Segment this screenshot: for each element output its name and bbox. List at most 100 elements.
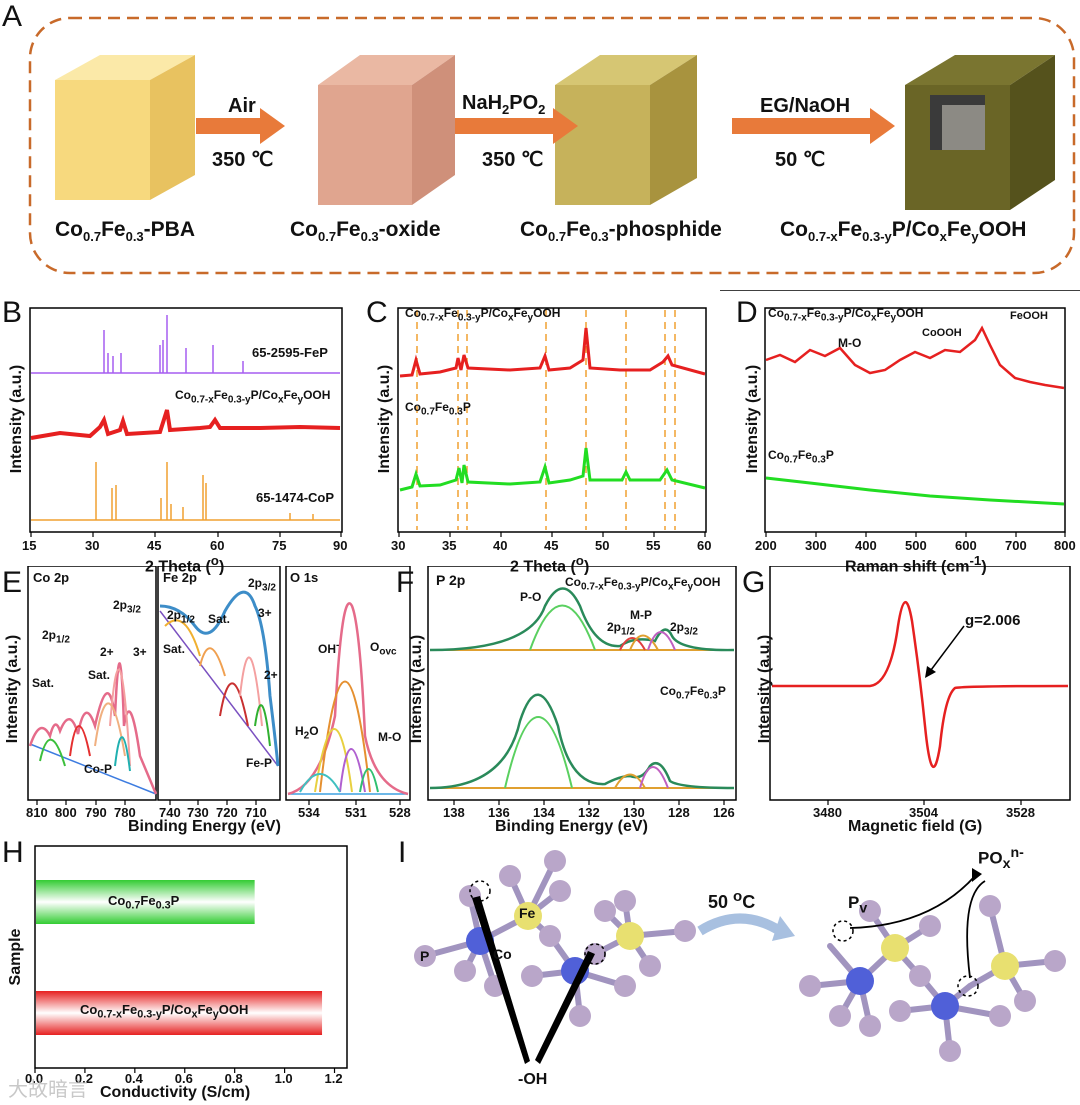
- caption-pba: Co0.7Fe0.3-PBA: [55, 218, 196, 245]
- d-xlabel: Raman shift (cm-1): [845, 553, 987, 576]
- h-tick: 0.8: [224, 1071, 243, 1086]
- f-ticks: 138 136 134 132 130 128 126: [0, 805, 1080, 823]
- arrow-2-top: NaH2PO2: [462, 92, 546, 117]
- panel-label-f: F: [396, 566, 415, 599]
- b-trace-sample: Co0.7-xFe0.3-yP/CoxFeyOOH: [175, 388, 331, 406]
- arrow-3-top: EG/NaOH: [760, 95, 851, 117]
- i-label-pox: POxn-: [978, 845, 1024, 873]
- e-tick: 810: [26, 805, 48, 820]
- e-co-2p12: 2p1/2: [42, 628, 70, 646]
- f-title: P 2p: [436, 572, 466, 588]
- h-tick: 0.4: [124, 1071, 143, 1086]
- caption-core-shell: Co0.7-xFe0.3-yP/CoxFeyOOH: [780, 218, 1027, 245]
- f-xlabel: Binding Energy (eV): [495, 818, 648, 835]
- arrow-3: [732, 108, 895, 144]
- b-trace-fep: 65-2595-FeP: [252, 345, 328, 360]
- f-annot-mp: M-P: [630, 608, 652, 622]
- h-bar-label-ref: Co0.7Fe0.3P: [108, 893, 180, 912]
- d-tick: 600: [955, 538, 977, 553]
- b-tick: 30: [85, 538, 100, 553]
- g-tick: 3528: [1006, 805, 1035, 820]
- panel-e-xps: [27, 566, 411, 805]
- d-tick: 400: [855, 538, 877, 553]
- c-xlabel: 2 Theta (o): [510, 553, 590, 576]
- g-ylabel: Intensity (a.u.): [756, 634, 773, 744]
- e-tick: 531: [345, 805, 367, 820]
- e-ticks: 810 800 790 780 740 730 720 710 534 531 …: [0, 805, 420, 823]
- f-annot-2p12: 2p1/2: [607, 620, 635, 638]
- d-tick: 500: [905, 538, 927, 553]
- d-annot-mo: M-O: [838, 336, 862, 350]
- e-o-ovc: Oovc: [370, 640, 397, 658]
- e-co-3plus: 3+: [133, 645, 147, 659]
- b-tick: 90: [333, 538, 348, 553]
- d-annot-feooh: FeOOH: [1010, 310, 1048, 322]
- e-co-title: Co 2p: [33, 570, 70, 585]
- e-o-mo: M-O: [378, 730, 402, 744]
- panel-h-bar-chart: [34, 845, 348, 1073]
- h-tick-labels: 0.0 0.2 0.4 0.6 0.8 1.0 1.2: [0, 1071, 360, 1089]
- panel-c-xrd: [397, 307, 707, 537]
- cube-pba: [55, 55, 195, 200]
- h-tick: 0.2: [74, 1071, 93, 1086]
- e-tick: 740: [159, 805, 181, 820]
- c-ylabel: Intensity (a.u.): [376, 364, 393, 474]
- e-fe-2plus: 2+: [264, 668, 278, 682]
- panel-i-structure: [414, 850, 1066, 1064]
- d-trace-sample: Co0.7-xFe0.3-yP/CoxFeyOOH: [768, 306, 924, 324]
- d-tick: 800: [1054, 538, 1076, 553]
- e-xlabel: Binding Energy (eV): [128, 818, 281, 835]
- h-bar-label-sample: Co0.7-xFe0.3-yP/CoxFeyOOH: [80, 1002, 249, 1021]
- e-tick: 534: [298, 805, 320, 820]
- b-xlabel: 2 Theta (o): [145, 553, 225, 576]
- c-trace-sample: Co0.7-xFe0.3-yP/CoxFeyOOH: [405, 306, 561, 324]
- e-co-sat2: Sat.: [88, 668, 111, 682]
- i-label-pv: Pv: [848, 893, 868, 917]
- watermark: 大故暗言: [8, 1079, 88, 1101]
- b-tick: 45: [147, 538, 162, 553]
- panel-b-xrd: [29, 307, 343, 537]
- bar-1: [36, 991, 323, 1035]
- e-fe-3plus: 3+: [258, 606, 272, 620]
- e-ylabel: Intensity (a.u.): [4, 634, 21, 744]
- panel-label-h: H: [2, 836, 24, 869]
- g-annotation: g=2.006: [965, 612, 1021, 629]
- e-fe-sat2: Sat.: [163, 642, 186, 656]
- arrow-1: [196, 108, 285, 144]
- i-label-p: P: [420, 948, 430, 964]
- panel-label-a: A: [2, 0, 23, 33]
- h-tick: 0.6: [174, 1071, 193, 1086]
- panel-f-xps: [427, 566, 737, 805]
- c-tick: 35: [442, 538, 457, 553]
- arrow-2-bottom: 350 ℃: [482, 149, 544, 171]
- c-tick: 45: [544, 538, 559, 553]
- arrow-1-top: Air: [228, 95, 256, 117]
- i-label-co: Co: [493, 946, 512, 962]
- b-tick: 75: [272, 538, 287, 553]
- panel-label-e: E: [2, 566, 23, 599]
- caption-phosphide: Co0.7Fe0.3-phosphide: [520, 218, 722, 245]
- d-annot-cooh: CoOOH: [922, 327, 962, 339]
- panel-label-d: D: [736, 296, 758, 329]
- e-tick: 720: [216, 805, 238, 820]
- h-xlabel: Conductivity (S/cm): [100, 1084, 251, 1101]
- e-co-sat: Sat.: [32, 676, 55, 690]
- i-label-fe: Fe: [519, 905, 536, 921]
- f-tick: 128: [668, 805, 690, 820]
- f-annot-2p32: 2p3/2: [670, 620, 698, 638]
- cube-core-shell: [905, 55, 1055, 210]
- f-annot-po: P-O: [520, 590, 542, 604]
- f-trace-ref: Co0.7Fe0.3P: [660, 684, 726, 702]
- i-arrow-text: 50 oC: [708, 888, 756, 912]
- e-o-title: O 1s: [290, 570, 319, 585]
- g-ticks: 3480 3504 3528: [0, 805, 1080, 823]
- arrow-2: [455, 108, 578, 144]
- h-ylabel: Sample: [7, 928, 24, 986]
- d-ylabel: Intensity (a.u.): [744, 364, 761, 474]
- d-trace-ref: Co0.7Fe0.3P: [768, 448, 834, 466]
- f-tick: 134: [533, 805, 555, 820]
- b-tick: 60: [210, 538, 225, 553]
- h-tick: 1.0: [274, 1071, 293, 1086]
- e-fe-2p12: 2p1/2: [167, 608, 195, 626]
- atoms-right: [799, 895, 1066, 1062]
